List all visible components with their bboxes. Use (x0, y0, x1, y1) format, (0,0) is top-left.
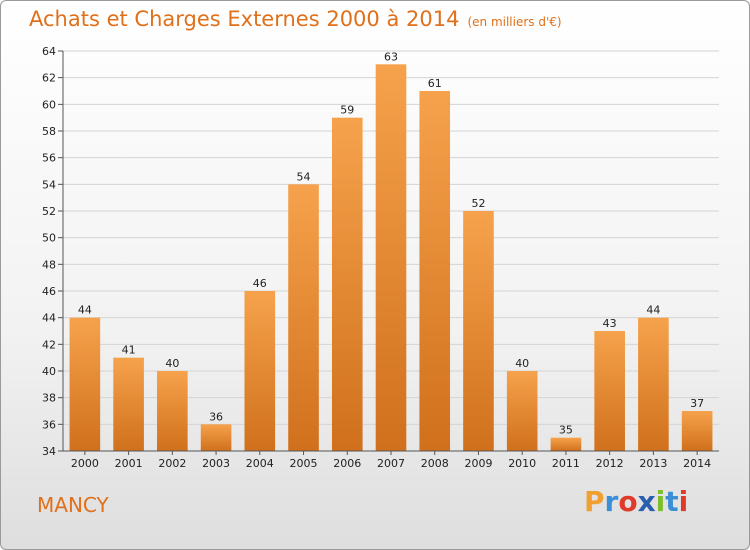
bar (331, 117, 363, 452)
x-tick-label: 2004 (246, 457, 274, 470)
x-tick-label: 2000 (71, 457, 99, 470)
y-tick-label: 62 (42, 72, 56, 85)
bar (288, 184, 319, 452)
x-tick-label: 2014 (683, 457, 711, 470)
bar-value-label: 46 (253, 277, 267, 290)
bar (638, 317, 669, 451)
bar-value-label: 40 (515, 357, 529, 370)
y-tick-label: 54 (42, 178, 56, 191)
x-tick-label: 2006 (333, 457, 361, 470)
bar-value-label: 61 (428, 77, 442, 90)
bar (550, 437, 582, 451)
y-tick-label: 48 (42, 258, 56, 271)
x-tick-label: 2001 (115, 457, 143, 470)
y-tick-label: 56 (42, 152, 56, 165)
logo-letter: t (665, 485, 679, 518)
y-tick-label: 38 (42, 392, 56, 405)
x-tick-label: 2009 (464, 457, 492, 470)
chart-title-text: Achats et Charges Externes 2000 à 2014 (29, 7, 460, 31)
bar (200, 424, 232, 451)
chart-subtitle: (en milliers d'€) (467, 15, 562, 29)
y-tick-label: 40 (42, 365, 56, 378)
logo-letter: r (604, 485, 619, 518)
logo-letter: i (678, 485, 689, 518)
bar-value-label: 36 (209, 410, 223, 423)
bar (244, 291, 276, 451)
bar (594, 331, 625, 451)
logo-letter: o (618, 485, 638, 518)
bar (375, 64, 407, 452)
y-tick-label: 36 (42, 418, 56, 431)
x-tick-label: 2012 (596, 457, 624, 470)
bar-value-label: 44 (78, 304, 92, 317)
bar (506, 371, 538, 451)
x-tick-label: 2002 (158, 457, 186, 470)
bar-value-label: 52 (471, 197, 485, 210)
x-tick-label: 2010 (508, 457, 536, 470)
bar (419, 91, 451, 451)
x-tick-label: 2011 (552, 457, 580, 470)
bar-value-label: 40 (165, 357, 179, 370)
logo-letter: i (655, 485, 666, 518)
x-axis: 2000 2001 2002 2003 2004 2005 2006 2007 2008 2009… (63, 450, 719, 470)
y-tick-label: 50 (42, 232, 56, 245)
y-tick-label: 34 (42, 445, 56, 458)
bar-value-label: 43 (603, 317, 617, 330)
bar-value-label: 59 (340, 104, 354, 117)
bar (69, 317, 101, 451)
bar-value-label: 54 (297, 170, 311, 183)
x-tick-label: 2013 (639, 457, 667, 470)
proxiti-logo: Proxiti (584, 485, 688, 518)
bar (113, 357, 144, 451)
commune-name: MANCY (37, 493, 109, 517)
x-tick-label: 2003 (202, 457, 230, 470)
y-tick-label: 42 (42, 338, 56, 351)
bar (681, 411, 713, 451)
bar (463, 211, 494, 451)
y-tick-label: 60 (42, 98, 56, 111)
logo-letter: x (637, 485, 656, 518)
y-tick-label: 44 (42, 312, 56, 325)
bar (157, 371, 188, 451)
bar-value-label: 41 (122, 344, 136, 357)
y-tick-label: 46 (42, 285, 56, 298)
bars: 44 41 40 36 46 54 59 63 61 52 40 35 43 44 37 (69, 50, 713, 452)
logo-letter: P (584, 485, 605, 518)
bar-value-label: 44 (646, 304, 660, 317)
bar-value-label: 37 (690, 397, 704, 410)
x-tick-label: 2007 (377, 457, 405, 470)
bar-value-label: 63 (384, 50, 398, 63)
y-axis: 34 36 38 40 42 44 46 48 50 52 54 56 58 60 62 64 (42, 45, 64, 458)
chart-title: Achats et Charges Externes 2000 à 2014 (e… (29, 7, 562, 31)
x-tick-label: 2008 (421, 457, 449, 470)
y-tick-label: 52 (42, 205, 56, 218)
bar-value-label: 35 (559, 424, 573, 437)
x-tick-label: 2005 (290, 457, 318, 470)
y-tick-label: 58 (42, 125, 56, 138)
y-tick-label: 64 (42, 45, 56, 58)
